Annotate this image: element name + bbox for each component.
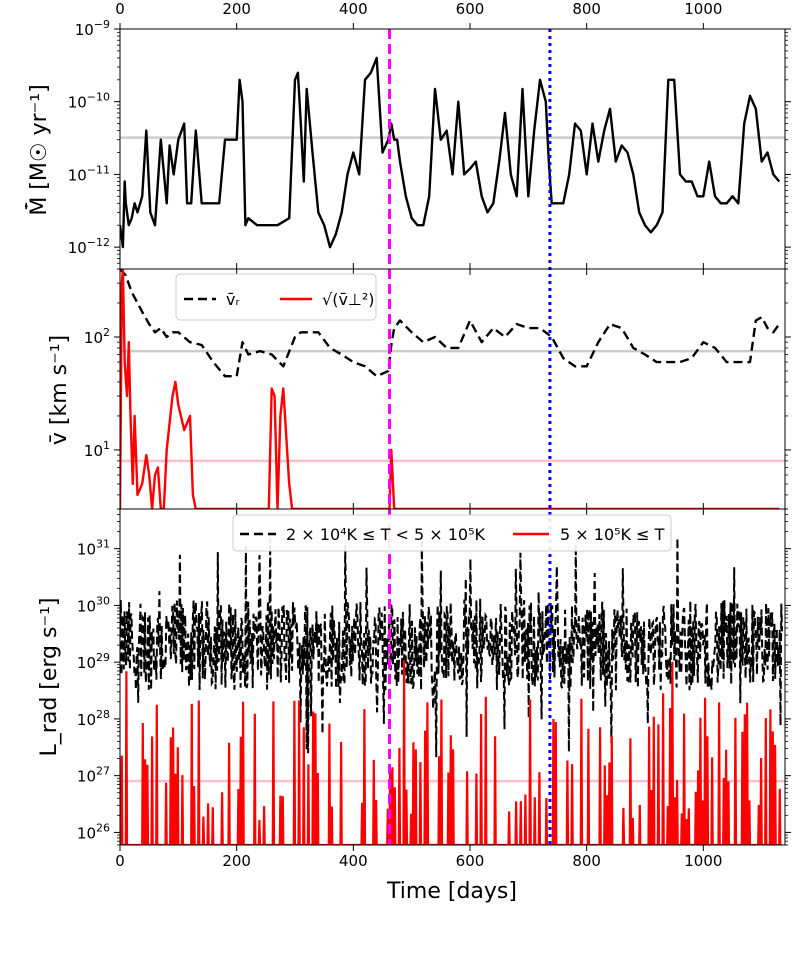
ytick-label-top-2: 10−10 — [68, 91, 110, 112]
ytick-label-bottom-1: 1027 — [77, 765, 110, 786]
ytick-label-bottom-4: 1030 — [77, 594, 110, 615]
ytick-label-top-3: 10−9 — [75, 18, 110, 39]
ytick-label-bottom-2: 1028 — [77, 708, 110, 729]
series-line-v_r — [120, 269, 781, 378]
xtick-label-top-2: 400 — [339, 0, 368, 18]
ytick-label-top-1: 10−11 — [68, 163, 110, 184]
xtick-label-bottom-1: 200 — [222, 852, 251, 870]
hlines-middle — [120, 349, 785, 463]
series-middle — [120, 269, 781, 509]
legend-entry-vperp-label: √(v̄⊥²) — [322, 290, 375, 309]
legend-bottom: 2 × 10⁴K ≤ T < 5 × 10⁵K 5 × 10⁵K ≤ T — [232, 514, 672, 552]
xtick-label-bottom-2: 400 — [339, 852, 368, 870]
legend-middle-box — [175, 273, 377, 321]
series-line-hot-gas — [120, 660, 782, 845]
xtick-label-bottom-5: 1000 — [684, 852, 722, 870]
series-top — [120, 56, 781, 249]
series-bottom — [120, 537, 783, 845]
xlabel: Time [days] — [386, 879, 517, 904]
xtick-label-bottom-3: 600 — [456, 852, 485, 870]
ytick-label-bottom-3: 1029 — [77, 651, 110, 672]
ylabel-bottom: L_rad [erg s⁻¹] — [37, 598, 62, 757]
ytick-label-middle-0: 101 — [84, 439, 110, 460]
axes-frame-bottom — [119, 508, 786, 846]
ytick-label-bottom-5: 1031 — [77, 538, 110, 559]
xtick-label-top-1: 200 — [222, 0, 251, 18]
ytick-label-middle-1: 102 — [84, 326, 110, 347]
legend-middle: v̄ᵣ √(v̄⊥²) — [175, 273, 377, 321]
ylabel-middle: v̄ [km s⁻¹] — [47, 335, 72, 445]
series-line-warm-gas — [120, 537, 783, 758]
ytick-label-bottom-0: 1026 — [77, 821, 110, 842]
ytick-label-top-0: 10−12 — [68, 236, 110, 257]
ylabel-top: M̄̇ [M☉ yr⁻¹] — [25, 84, 52, 215]
axes-frame-top — [119, 28, 786, 270]
legend-entry-warm-label: 2 × 10⁴K ≤ T < 5 × 10⁵K — [286, 525, 485, 544]
xtick-label-top-0: 0 — [115, 0, 125, 18]
xtick-label-bottom-0: 0 — [115, 852, 125, 870]
xtick-label-bottom-4: 800 — [572, 852, 601, 870]
legend-entry-hot-label: 5 × 10⁵K ≤ T — [560, 525, 665, 544]
xtick-label-top-3: 600 — [456, 0, 485, 18]
xtick-label-top-4: 800 — [572, 0, 601, 18]
xtick-label-top-5: 1000 — [684, 0, 722, 18]
series-line-v_perp — [120, 269, 780, 509]
legend-bottom-box — [232, 514, 672, 552]
legend-entry-vr-label: v̄ᵣ — [226, 290, 240, 309]
series-line-mass-accretion-rate — [120, 56, 781, 249]
